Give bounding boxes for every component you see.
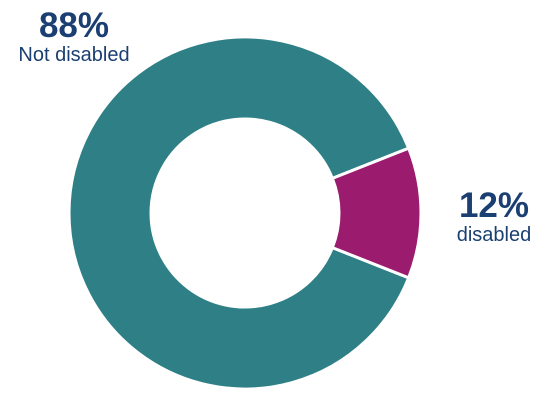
slice-label-not-disabled: 88% Not disabled: [0, 8, 148, 65]
slice-name-disabled: disabled: [456, 224, 532, 246]
slice-name-not-disabled: Not disabled: [18, 44, 130, 66]
slice-label-disabled: 12% disabled: [440, 188, 542, 245]
donut-slice-disabled: [330, 146, 423, 280]
slice-percent-not-disabled: 88%: [38, 6, 110, 45]
donut-slice-not-disabled: [67, 35, 411, 391]
slice-percent-disabled: 12%: [458, 186, 530, 225]
